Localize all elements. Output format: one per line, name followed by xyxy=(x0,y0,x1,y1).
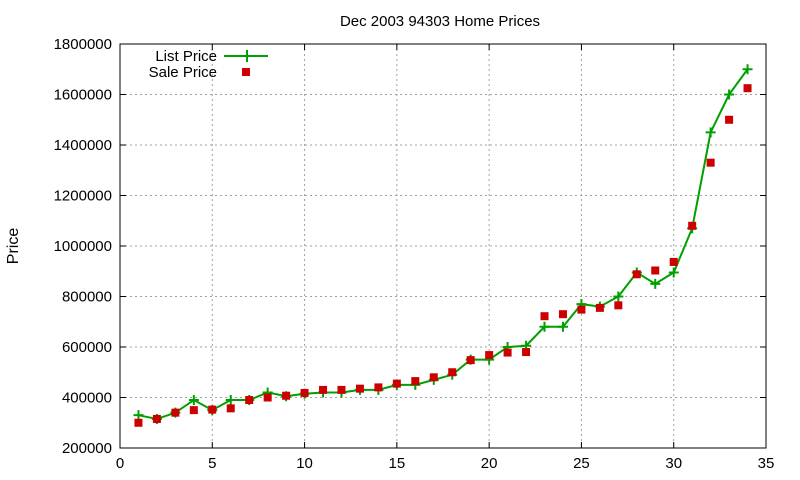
y-tick-label: 1600000 xyxy=(54,87,112,104)
legend-label-list-price: List Price xyxy=(155,48,217,65)
sale-price-point xyxy=(743,84,752,93)
legend-marker-list-price xyxy=(241,50,253,62)
sale-price-point xyxy=(134,418,143,427)
x-tick-label: 10 xyxy=(296,455,313,472)
list-price-point xyxy=(650,278,661,289)
y-tick-label: 1000000 xyxy=(54,238,112,255)
y-tick-label: 1400000 xyxy=(54,137,112,154)
sale-price-point xyxy=(614,301,623,310)
sale-price-point xyxy=(226,404,235,413)
list-price-line xyxy=(138,68,749,420)
list-price-point xyxy=(225,395,236,406)
sale-price-point xyxy=(429,373,438,382)
sale-price-point xyxy=(189,406,198,415)
sale-price-point xyxy=(282,391,291,400)
sale-price-point xyxy=(319,385,328,394)
x-tick-label: 5 xyxy=(208,455,216,472)
y-tick-label: 600000 xyxy=(62,339,112,356)
y-axis-label: Price xyxy=(5,228,22,265)
x-tick-label: 35 xyxy=(758,455,775,472)
sale-price-point xyxy=(392,379,401,388)
y-tick-label: 800000 xyxy=(62,289,112,306)
sale-price-point xyxy=(632,270,641,279)
chart-title: Dec 2003 94303 Home Prices xyxy=(340,13,540,30)
legend: List Price Sale Price xyxy=(149,48,268,81)
list-price-point xyxy=(613,291,624,302)
legend-label-sale-price: Sale Price xyxy=(149,64,217,81)
sale-price-point xyxy=(337,385,346,394)
sale-price-point xyxy=(651,266,660,275)
sale-price-point xyxy=(245,396,254,405)
sale-price-point xyxy=(595,303,604,312)
sale-price-point xyxy=(688,221,697,230)
list-price-point xyxy=(188,395,199,406)
list-price-point xyxy=(742,64,753,75)
sale-price-point xyxy=(300,388,309,397)
x-tick-label: 20 xyxy=(481,455,498,472)
sale-price-point xyxy=(355,384,364,393)
sale-price-point xyxy=(706,158,715,167)
list-price-point xyxy=(705,127,716,138)
list-price-point xyxy=(133,410,144,421)
sale-price-point xyxy=(522,348,531,357)
sale-price-point xyxy=(577,305,586,314)
sale-price-point xyxy=(448,368,457,377)
axis-ticks: 0 5 10 15 20 25 30 35 200000 400000 600000 800000 10… xyxy=(54,36,775,472)
y-tick-label: 1800000 xyxy=(54,36,112,53)
sale-price-point xyxy=(540,312,549,321)
grid-lines xyxy=(120,44,766,448)
y-tick-label: 200000 xyxy=(62,440,112,457)
sale-price-point xyxy=(208,405,217,414)
sale-price-point xyxy=(503,348,512,357)
legend-marker-sale-price xyxy=(242,68,250,76)
x-tick-label: 15 xyxy=(389,455,406,472)
sale-price-point xyxy=(466,356,475,365)
y-tick-label: 400000 xyxy=(62,390,112,407)
x-tick-label: 25 xyxy=(573,455,590,472)
sale-price-point xyxy=(374,383,383,392)
sale-price-point xyxy=(558,310,567,319)
x-tick-label: 0 xyxy=(116,455,124,472)
plot-series xyxy=(133,64,753,427)
sale-price-point xyxy=(669,257,678,266)
list-price-point xyxy=(668,267,679,278)
sale-price-point xyxy=(152,414,161,423)
y-tick-label: 1200000 xyxy=(54,188,112,205)
list-price-point xyxy=(539,321,550,332)
sale-price-point xyxy=(171,408,180,417)
list-price-point xyxy=(724,89,735,100)
x-tick-label: 30 xyxy=(665,455,682,472)
sale-price-point xyxy=(725,115,734,124)
sale-price-point xyxy=(411,377,420,386)
sale-price-point xyxy=(263,393,272,402)
sale-price-point xyxy=(485,351,494,360)
list-price-point xyxy=(557,321,568,332)
